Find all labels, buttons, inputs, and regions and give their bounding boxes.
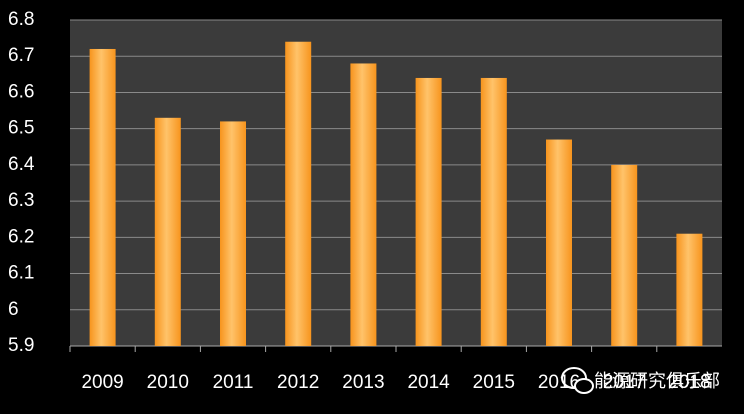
watermark-text: 能源研究俱乐部 — [594, 371, 720, 391]
x-tick-label: 2016 — [538, 372, 580, 393]
watermark-icon — [574, 378, 594, 394]
bar — [285, 41, 312, 346]
y-tick-label: 6.8 — [8, 9, 34, 30]
bar — [415, 77, 442, 346]
y-tick-label: 6 — [8, 299, 19, 320]
y-tick-label: 6.7 — [8, 45, 34, 66]
y-tick-label: 6.6 — [8, 81, 34, 102]
x-tick-label: 2015 — [473, 372, 515, 393]
x-tick-label: 2014 — [407, 372, 450, 393]
x-tick-label: 2017 — [603, 372, 645, 393]
y-tick-label: 6.1 — [8, 263, 34, 284]
x-tick-label: 2018 — [668, 372, 710, 393]
x-tick-label: 2012 — [277, 372, 319, 393]
bar — [89, 48, 116, 346]
x-tick-label: 2009 — [81, 372, 123, 393]
y-tick-label: 6.3 — [8, 190, 34, 211]
y-tick-label: 6.5 — [8, 118, 34, 139]
y-tick-label: 6.2 — [8, 226, 34, 247]
x-tick-label: 2010 — [147, 372, 189, 393]
y-tick-label: 5.9 — [8, 335, 34, 356]
bar — [480, 77, 507, 346]
watermark-icon — [561, 367, 587, 389]
bar — [676, 233, 703, 346]
bar — [154, 117, 181, 346]
x-tick-label: 2013 — [342, 372, 384, 393]
y-tick-label: 6.4 — [8, 154, 35, 175]
bar — [611, 164, 638, 346]
bar — [546, 139, 572, 346]
bar — [220, 121, 246, 346]
x-tick-label: 2011 — [213, 372, 254, 393]
watermark: 能源研究俱乐部 — [561, 367, 720, 394]
bar — [350, 63, 377, 346]
